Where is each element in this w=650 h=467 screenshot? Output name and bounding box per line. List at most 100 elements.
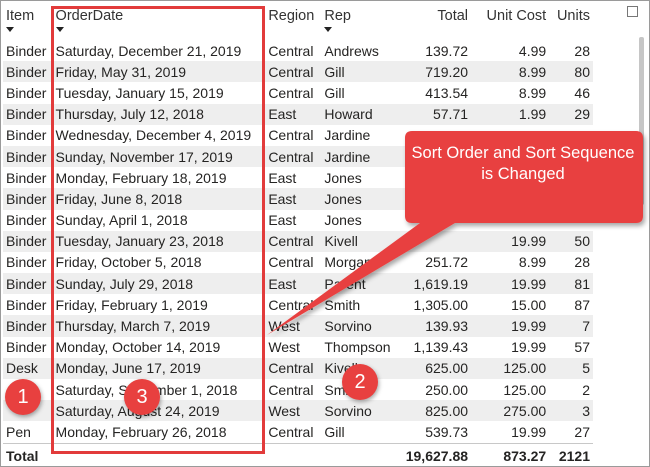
column-header-unit-cost[interactable]: Unit Cost bbox=[486, 8, 547, 24]
cell-units: 81 bbox=[549, 273, 593, 295]
cell-item: Binder bbox=[3, 315, 53, 337]
column-header-units[interactable]: Units bbox=[556, 8, 590, 24]
column-header-total[interactable]: Total bbox=[437, 8, 469, 24]
column-header-rep[interactable]: Rep bbox=[321, 4, 396, 40]
cell-region: Central bbox=[265, 421, 322, 444]
table-row[interactable]: Binder Tuesday, January 23, 2018 Central Ki… bbox=[3, 230, 593, 252]
badge-1: 1 bbox=[5, 379, 41, 415]
column-header-item[interactable]: Item bbox=[3, 4, 53, 40]
cell-orderdate: Thursday, July 12, 2018 bbox=[52, 103, 266, 125]
table-row[interactable]: Binder Thursday, July 12, 2018 East Howard 5… bbox=[3, 103, 593, 125]
cell-unit-cost: 8.99 bbox=[471, 251, 550, 274]
cell-region: Central bbox=[265, 294, 322, 316]
data-table: Item OrderDate Region Rep Total Unit Cos… bbox=[3, 4, 593, 466]
cell-total: 625.00 bbox=[396, 357, 472, 379]
cell-units: 57 bbox=[549, 336, 593, 358]
cell-unit-cost: 19.99 bbox=[471, 315, 550, 337]
cell-unit-cost: 1.99 bbox=[471, 103, 550, 125]
cell-unit-cost: 19.99 bbox=[471, 273, 550, 295]
table-row[interactable]: Binder Sunday, April 1, 2018 East Jones bbox=[3, 209, 593, 231]
cell-rep: Gill bbox=[321, 61, 397, 83]
cell-orderdate: Monday, June 17, 2019 bbox=[52, 357, 266, 379]
cell-item: Binder bbox=[3, 124, 53, 146]
cell-region: Central bbox=[265, 61, 322, 83]
cell-total: 539.73 bbox=[396, 421, 472, 444]
cell-orderdate: Sunday, November 17, 2019 bbox=[52, 145, 266, 168]
cell-total: 139.93 bbox=[396, 315, 472, 337]
cell-rep: Gill bbox=[321, 82, 397, 104]
cell-total: 139.72 bbox=[396, 40, 472, 62]
table-row[interactable]: Saturday, August 24, 2019WestSorvino825.… bbox=[3, 400, 593, 422]
cell-orderdate: Friday, May 31, 2019 bbox=[52, 61, 266, 83]
cell-units: 80 bbox=[549, 61, 593, 83]
cell-orderdate: Friday, June 8, 2018 bbox=[52, 188, 266, 210]
units-sum: 2121 bbox=[549, 442, 593, 466]
cell-rep: Jardine bbox=[321, 124, 397, 146]
table-row[interactable]: Binder Sunday, July 29, 2018 East Parent 1,6… bbox=[3, 273, 593, 295]
cell-region: West bbox=[265, 336, 322, 358]
cell-item: Binder bbox=[3, 251, 53, 274]
cell-units: 28 bbox=[549, 40, 593, 62]
cell-unit-cost: 4.99 bbox=[471, 40, 550, 62]
cell-orderdate: Tuesday, January 23, 2018 bbox=[52, 230, 266, 252]
cell-region: West bbox=[265, 315, 322, 337]
cell-unit-cost: 19.99 bbox=[471, 421, 550, 444]
table-row[interactable]: Binder Friday, October 5, 2018 Central Morg… bbox=[3, 251, 593, 274]
cell-total bbox=[396, 188, 472, 210]
cell-rep: Smith bbox=[321, 294, 397, 316]
cell-region: East bbox=[265, 273, 322, 295]
cell-orderdate: Thursday, March 7, 2019 bbox=[52, 315, 266, 337]
cell-total: 719.20 bbox=[396, 61, 472, 83]
cell-region: Central bbox=[265, 251, 322, 274]
cell-units: 7 bbox=[549, 315, 593, 337]
table-row[interactable]: Binder Thursday, March 7, 2019 West Sorvino… bbox=[3, 315, 593, 337]
table-row[interactable]: Binder Tuesday, January 15, 2019 Central Gi… bbox=[3, 82, 593, 104]
cell-item: Binder bbox=[3, 82, 53, 104]
focus-mode-icon[interactable] bbox=[627, 6, 638, 17]
cell-rep: Sorvino bbox=[321, 400, 397, 422]
total-label: Total bbox=[3, 442, 53, 466]
column-header-orderdate[interactable]: OrderDate bbox=[53, 4, 266, 40]
table-row[interactable]: Saturday, September 1, 2018CentralSmith2… bbox=[3, 379, 593, 401]
cell-region: Central bbox=[265, 230, 322, 252]
cell-item: Binder bbox=[3, 336, 53, 358]
column-header-region[interactable]: Region bbox=[268, 8, 315, 24]
cell-orderdate: Wednesday, December 4, 2019 bbox=[52, 124, 266, 146]
cell-item: Binder bbox=[3, 273, 53, 295]
cell-item: Pen bbox=[3, 421, 53, 444]
cell-unit-cost: 125.00 bbox=[471, 357, 550, 379]
cell-region: Central bbox=[265, 379, 322, 401]
table-row[interactable]: Desk Monday, June 17, 2019 Central Kivell 62… bbox=[3, 357, 593, 379]
badge-2: 2 bbox=[342, 364, 378, 400]
table-row[interactable]: Binder Friday, May 31, 2019 Central Gill 719… bbox=[3, 61, 593, 83]
cell-orderdate: Sunday, April 1, 2018 bbox=[52, 209, 266, 231]
table-row[interactable]: Pen Monday, February 26, 2018 Central Gill 5… bbox=[3, 421, 593, 444]
sort-arrow-icon bbox=[6, 27, 14, 32]
cell-units: 27 bbox=[549, 421, 593, 444]
cell-units: 87 bbox=[549, 294, 593, 316]
table-row[interactable]: Binder Monday, October 14, 2019 West Thomps… bbox=[3, 336, 593, 358]
cell-unit-cost: 125.00 bbox=[471, 379, 550, 401]
table-row[interactable]: Binder Friday, June 8, 2018 East Jones bbox=[3, 188, 593, 210]
cell-rep: Howard bbox=[321, 103, 397, 125]
cell-rep: Thompson bbox=[321, 336, 397, 358]
cell-units: 50 bbox=[549, 230, 593, 252]
cell-units: 5 bbox=[549, 357, 593, 379]
cell-units: 3 bbox=[549, 400, 593, 422]
cell-item: Binder bbox=[3, 145, 53, 168]
cell-rep: Andrews bbox=[321, 40, 397, 62]
table-row[interactable]: Binder Friday, February 1, 2019 Central Smi… bbox=[3, 294, 593, 316]
cell-region: Central bbox=[265, 357, 322, 379]
cell-region: Central bbox=[265, 145, 322, 168]
cell-orderdate: Monday, February 18, 2019 bbox=[52, 167, 266, 189]
cell-rep: Jones bbox=[321, 188, 397, 210]
cell-unit-cost bbox=[471, 209, 550, 231]
cell-units bbox=[549, 209, 593, 231]
vertical-scrollbar[interactable] bbox=[639, 37, 644, 205]
cell-unit-cost: 19.99 bbox=[471, 230, 550, 252]
table-row[interactable]: Binder Saturday, December 21, 2019 Central… bbox=[3, 40, 593, 62]
cell-region: East bbox=[265, 188, 322, 210]
cell-rep: Jardine bbox=[321, 145, 397, 168]
cell-orderdate: Saturday, December 21, 2019 bbox=[52, 40, 266, 62]
